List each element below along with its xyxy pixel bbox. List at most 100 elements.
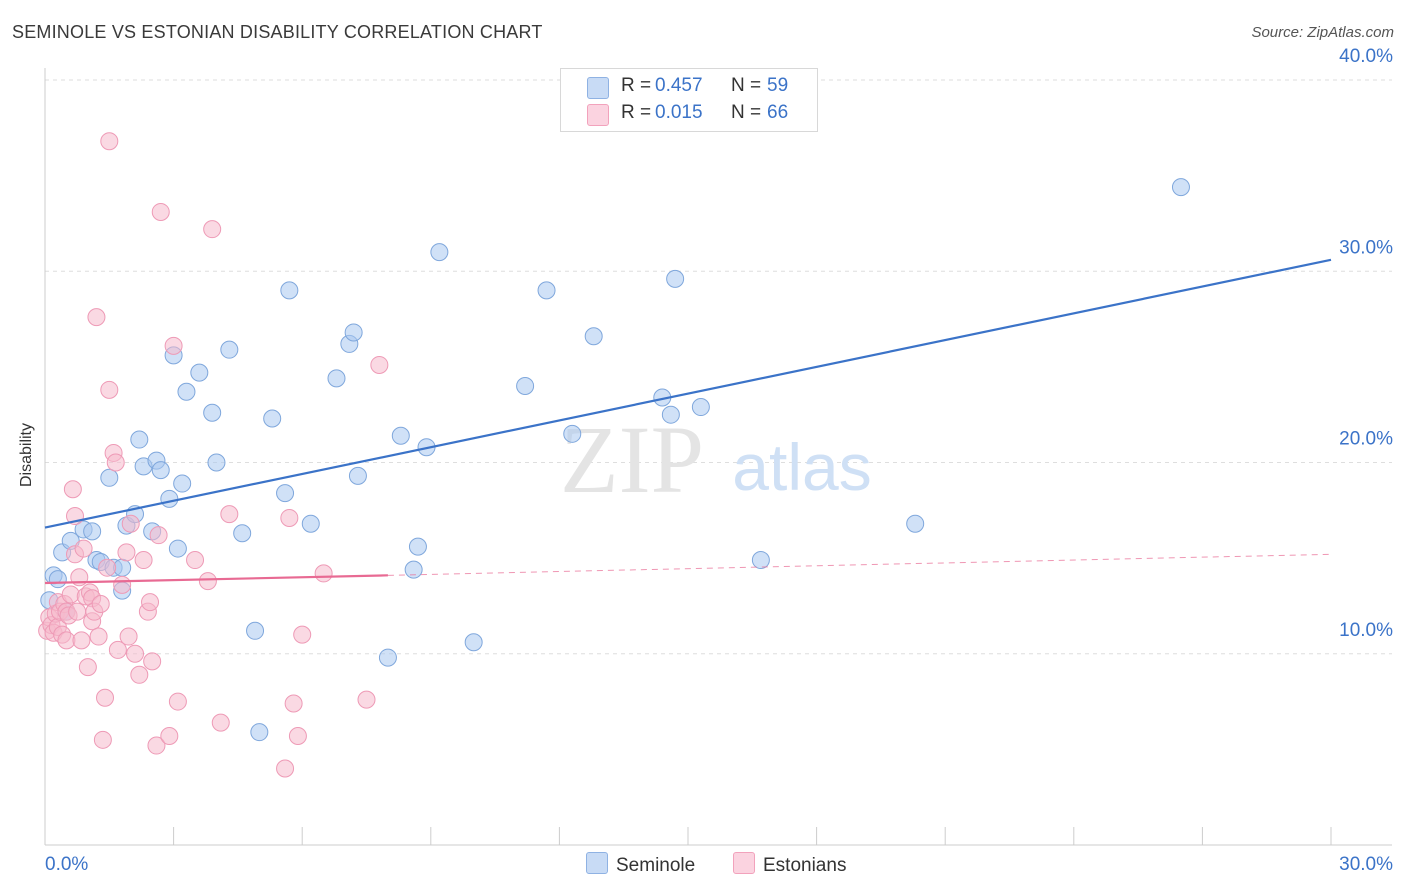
x-tick-label: 0.0% <box>45 854 88 875</box>
seminole-point <box>113 558 132 577</box>
estonians-point <box>121 514 140 533</box>
seminole-point <box>220 340 239 359</box>
estonians-point <box>220 505 239 524</box>
y-tick-label: 20.0% <box>1339 429 1393 450</box>
estonians-point <box>106 453 125 472</box>
estonians-point <box>68 602 87 621</box>
seminole-point <box>190 363 209 382</box>
estonians-point <box>87 308 106 327</box>
estonians-points <box>38 132 389 778</box>
seminole-point <box>250 723 269 742</box>
seminole-point <box>130 430 149 449</box>
seminole-point <box>348 466 367 485</box>
estonians-point <box>276 759 295 778</box>
seminole-point <box>430 243 449 262</box>
seminole-legend-label: Seminole <box>616 855 696 876</box>
seminole-points <box>40 178 1190 742</box>
estonians-point <box>57 631 76 650</box>
estonians-point <box>108 640 127 659</box>
axes <box>44 68 1392 846</box>
seminole-point <box>168 539 187 558</box>
chart-title: SEMINOLE VS ESTONIAN DISABILITY CORRELAT… <box>12 22 543 42</box>
estonians-point <box>89 627 108 646</box>
r-value: 0.457 <box>655 75 703 96</box>
seminole-point <box>408 537 427 556</box>
estonians-legend-swatch <box>733 852 755 874</box>
seminole-point <box>246 621 265 640</box>
seminole-point <box>233 524 252 543</box>
legend-item-estonians[interactable]: Estonians <box>733 852 846 877</box>
r-label: R = <box>621 75 652 96</box>
seminole-point <box>464 633 483 652</box>
seminole-point <box>203 403 222 422</box>
estonians-point <box>147 736 166 755</box>
n-label: N = <box>731 75 762 96</box>
seminole-point <box>563 424 582 443</box>
seminole-point <box>276 484 295 503</box>
seminole-point <box>151 461 170 480</box>
seminole-point <box>280 281 299 300</box>
estonians-point <box>288 726 307 745</box>
seminole-point <box>83 522 102 541</box>
seminole-point <box>404 560 423 579</box>
r-value: 0.015 <box>655 102 703 123</box>
estonians-point <box>130 665 149 684</box>
estonians-point <box>293 625 312 644</box>
watermark: ZIP atlas <box>560 406 872 513</box>
seminole-point <box>391 426 410 445</box>
estonians-point <box>141 593 160 612</box>
estonians-swatch <box>587 104 609 126</box>
estonians-point <box>164 336 183 355</box>
seminole-point <box>263 409 282 428</box>
x-tick-label: 30.0% <box>1339 854 1393 875</box>
watermark-atlas: atlas <box>732 430 871 504</box>
estonians-point <box>93 730 112 749</box>
estonians-point <box>113 575 132 594</box>
n-value: 66 <box>767 102 789 123</box>
tick-labels: 10.0% 20.0% 30.0% 40.0% 0.0% 30.0% <box>45 46 1393 875</box>
estonians-point <box>198 572 217 591</box>
y-tick-label: 10.0% <box>1339 620 1393 641</box>
trend-lines <box>44 258 1332 585</box>
estonians-point <box>203 220 222 239</box>
estonians-point <box>149 526 168 545</box>
estonians-point <box>280 508 299 527</box>
seminole-point <box>751 551 770 570</box>
estonians-point <box>284 694 303 713</box>
y-tick-label: 40.0% <box>1339 46 1393 67</box>
estonians-point <box>91 595 110 614</box>
n-value: 59 <box>767 75 789 96</box>
estonians-trend-extension <box>387 553 1332 576</box>
seminole-point <box>537 281 556 300</box>
seminole-point <box>691 398 710 417</box>
seminole-point <box>160 489 179 508</box>
estonians-point <box>63 480 82 499</box>
estonians-point <box>72 631 91 650</box>
estonians-point <box>186 551 205 570</box>
seminole-point <box>666 269 685 288</box>
estonians-point <box>96 688 115 707</box>
seminole-point <box>516 377 535 395</box>
estonians-point <box>61 585 80 604</box>
seminole-point <box>327 369 346 388</box>
estonians-point <box>314 564 333 583</box>
seminole-swatch <box>587 77 609 99</box>
seminole-trend-line <box>44 258 1332 529</box>
legend-item-seminole[interactable]: Seminole <box>586 852 695 877</box>
estonians-point <box>357 690 376 709</box>
estonians-point <box>100 380 119 399</box>
seminole-point <box>207 453 226 472</box>
source-credit: Source: ZipAtlas.com <box>1251 24 1394 41</box>
estonians-point <box>119 627 138 646</box>
estonians-point <box>126 644 145 663</box>
seminole-point <box>661 405 680 424</box>
seminole-point <box>906 514 925 533</box>
seminole-point <box>100 468 119 487</box>
estonians-legend-label: Estonians <box>763 855 847 876</box>
estonians-point <box>134 551 153 570</box>
seminole-point <box>344 323 363 342</box>
estonians-trend-line <box>44 574 388 585</box>
estonians-point <box>100 132 119 151</box>
n-label: N = <box>731 102 762 123</box>
